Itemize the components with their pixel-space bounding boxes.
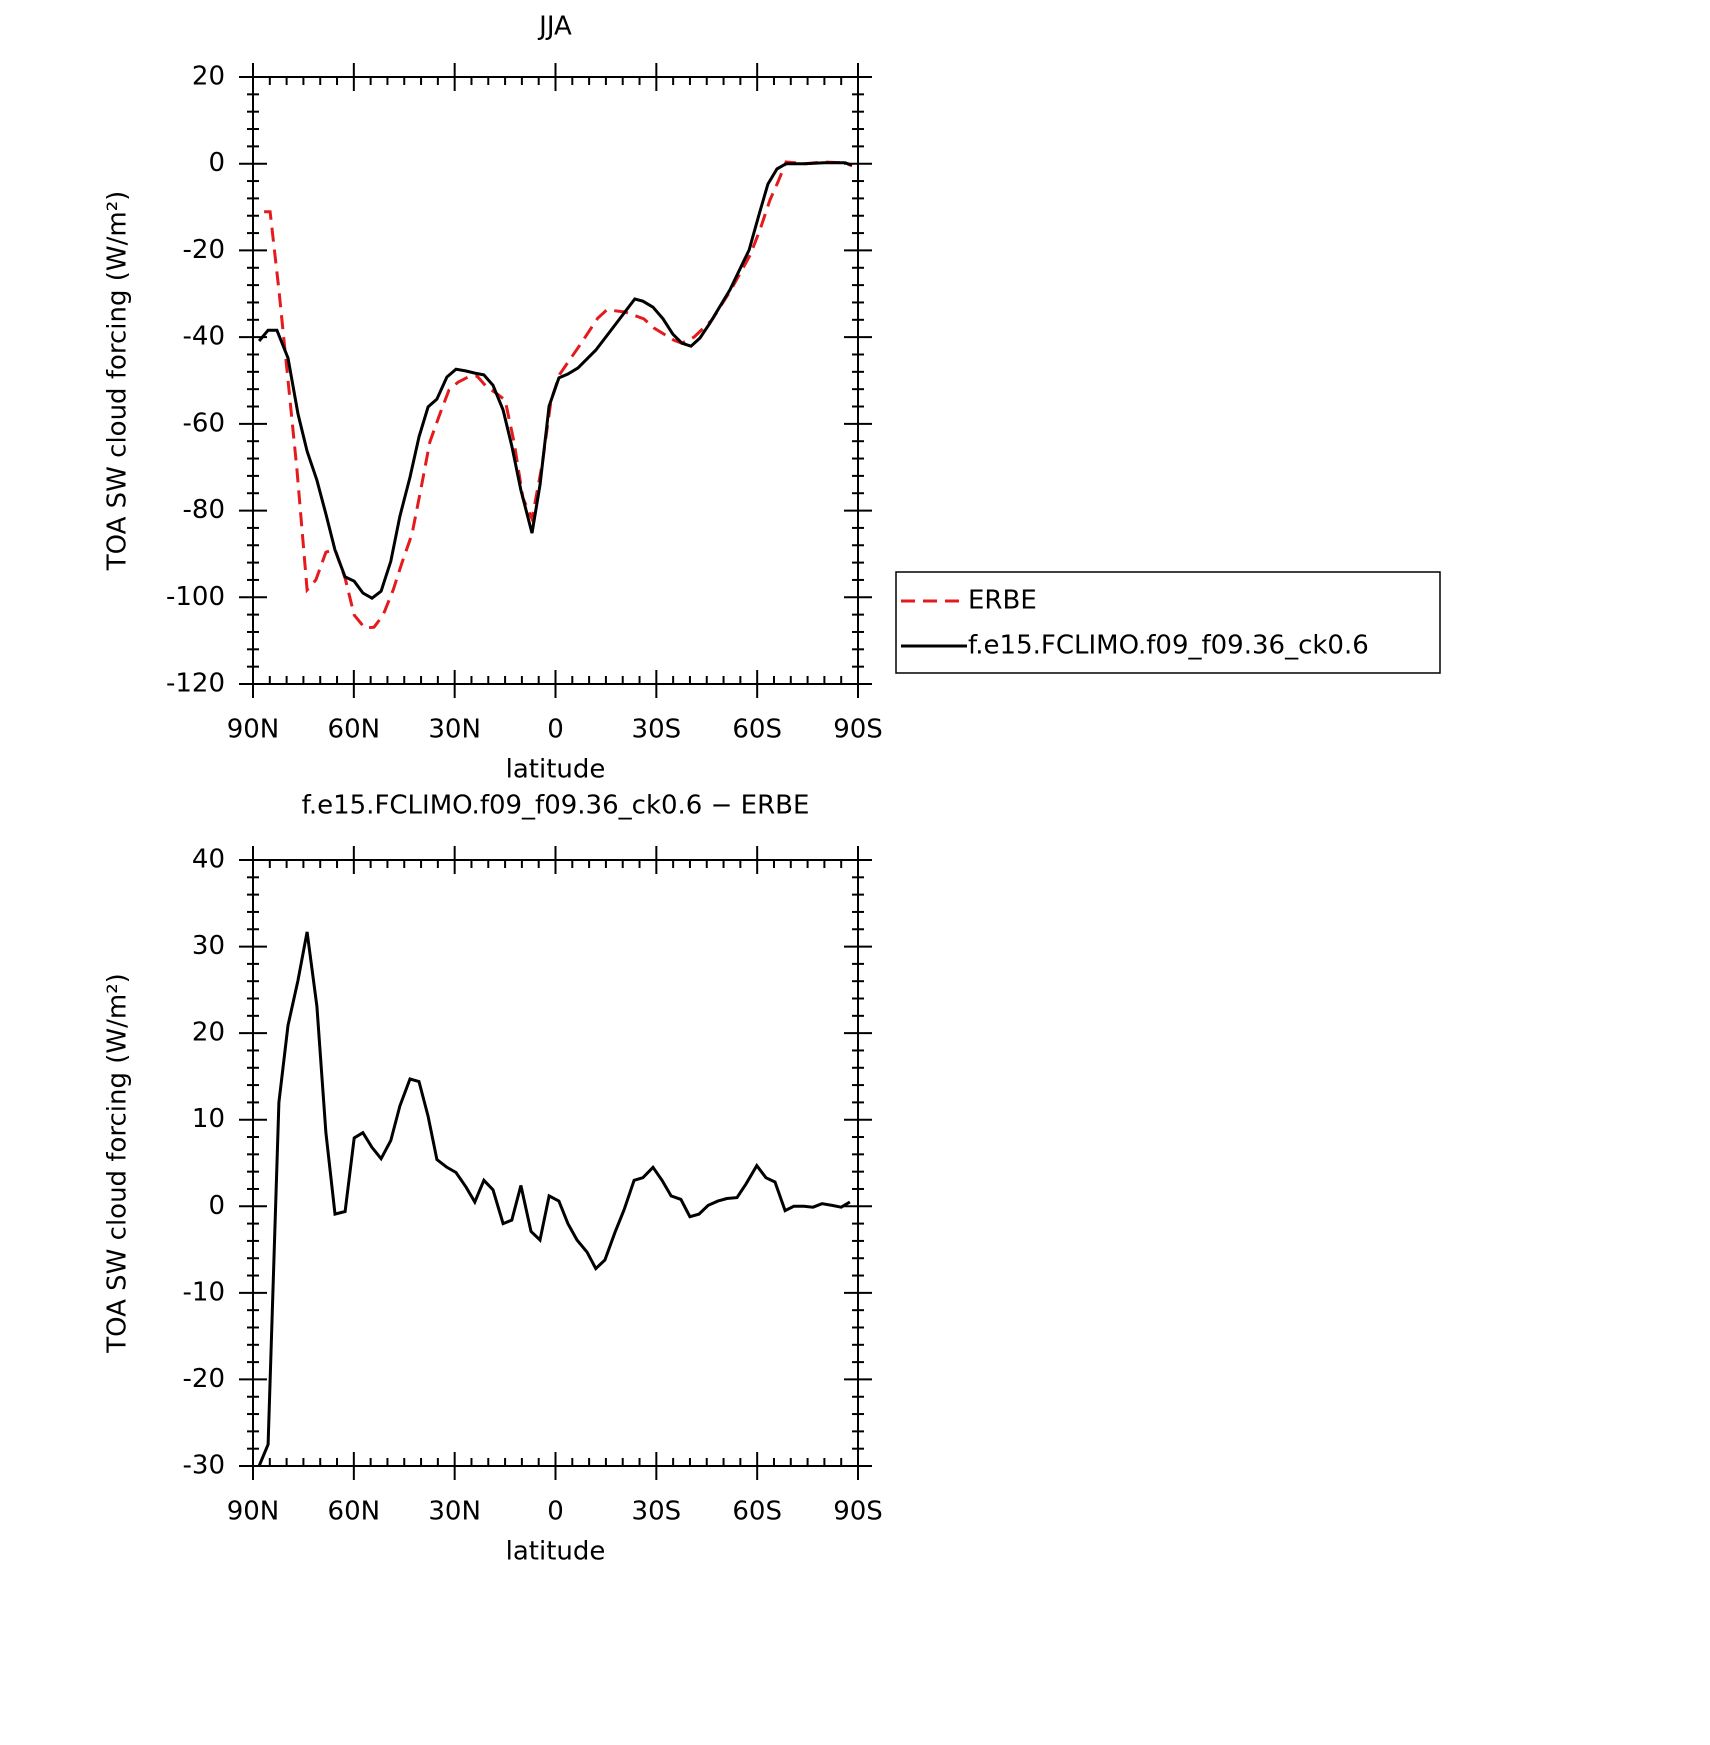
y-tick-label: 20: [192, 1018, 225, 1048]
x-tick-label: 30N: [428, 715, 481, 745]
x-tick-label: 90N: [227, 1497, 280, 1527]
x-tick-label: 90S: [833, 1497, 883, 1527]
x-tick-label: 30S: [632, 715, 682, 745]
y-tick-label: -100: [166, 582, 225, 612]
y-tick-label: 30: [192, 931, 225, 961]
y-axis-label: TOA SW cloud forcing (W/m²): [103, 973, 133, 1354]
x-axis-label: latitude: [506, 755, 606, 785]
x-axis-label: latitude: [506, 1537, 606, 1567]
plot-frame: [252, 76, 859, 685]
y-tick-label: 10: [192, 1104, 225, 1134]
chart-title: JJA: [537, 12, 572, 42]
legend-label: ERBE: [968, 586, 1037, 616]
legend: ERBE f.e15.FCLIMO.f09_f09.36_ck0.6: [895, 571, 1441, 674]
legend-label: f.e15.FCLIMO.f09_f09.36_ck0.6: [968, 631, 1369, 661]
y-tick-label: -120: [166, 669, 225, 699]
y-tick-label: -80: [183, 495, 225, 525]
data-line: [257, 161, 853, 600]
x-tick-label: 60N: [328, 715, 381, 745]
y-tick-label: 0: [208, 1191, 225, 1221]
y-tick-label: 0: [208, 148, 225, 178]
x-tick-label: 60N: [328, 1497, 381, 1527]
y-tick-label: -10: [183, 1277, 225, 1307]
y-tick-label: -60: [183, 408, 225, 438]
y-tick-label: -40: [183, 322, 225, 352]
x-tick-label: 30N: [428, 1497, 481, 1527]
y-tick-label: -20: [183, 235, 225, 265]
x-tick-label: 60S: [732, 1497, 782, 1527]
x-tick-label: 90N: [227, 715, 280, 745]
x-tick-label: 90S: [833, 715, 883, 745]
y-axis-label: TOA SW cloud forcing (W/m²): [103, 191, 133, 572]
y-tick-label: 40: [192, 845, 225, 875]
y-tick-label: -20: [183, 1364, 225, 1394]
legend-box: [895, 571, 1441, 674]
data-line: [264, 160, 853, 630]
x-tick-label: 30S: [632, 1497, 682, 1527]
data-line: [257, 931, 851, 1467]
chart-title: f.e15.FCLIMO.f09_f09.36_ck0.6 − ERBE: [302, 791, 810, 821]
y-tick-label: -30: [183, 1451, 225, 1481]
y-tick-label: 20: [192, 62, 225, 92]
x-tick-label: 0: [547, 715, 564, 745]
x-tick-label: 0: [547, 1497, 564, 1527]
x-tick-label: 60S: [732, 715, 782, 745]
plot-frame: [252, 859, 859, 1467]
